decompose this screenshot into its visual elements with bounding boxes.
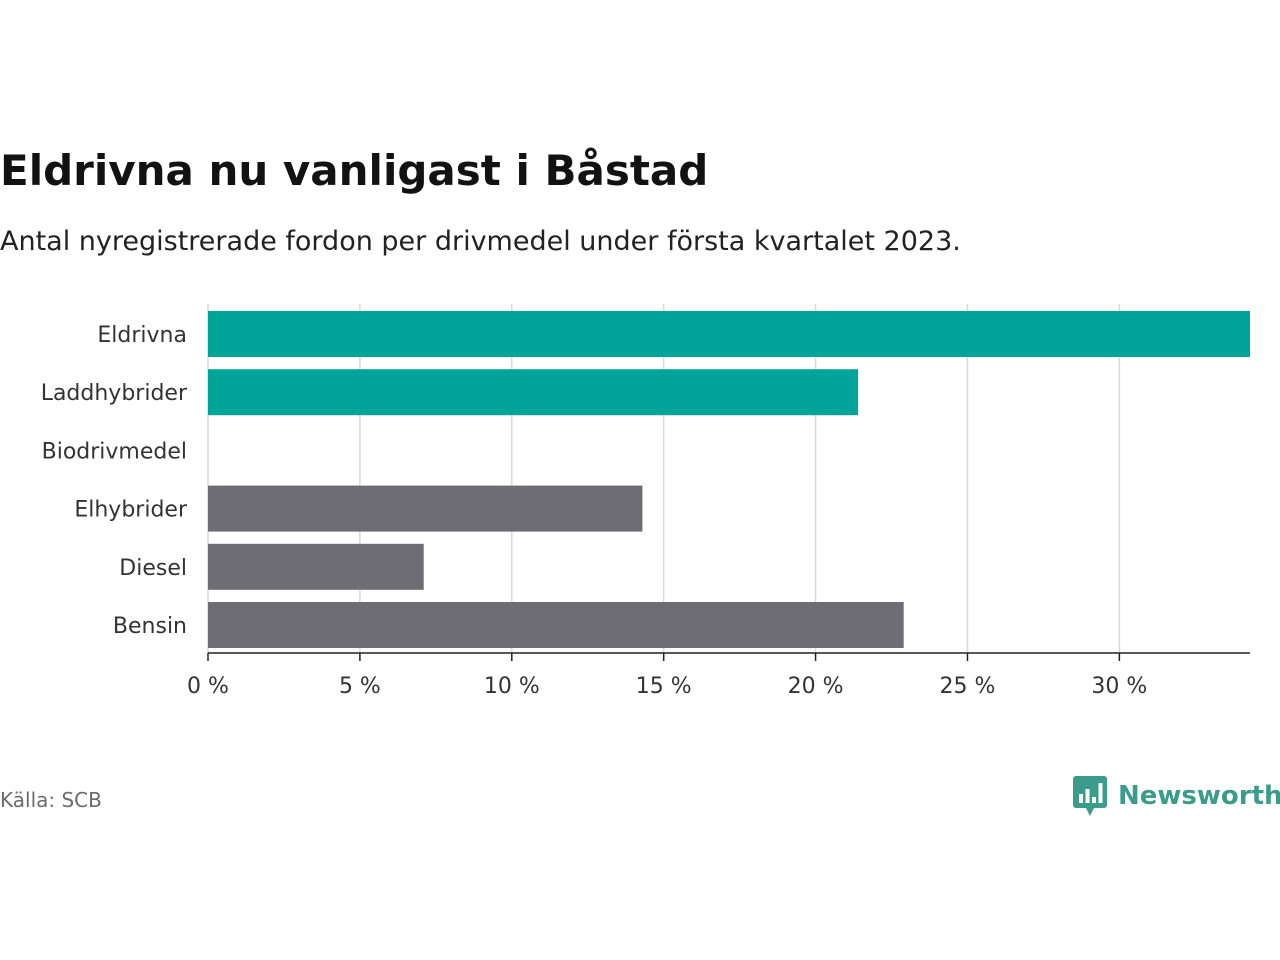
bar-elhybrider xyxy=(208,485,643,532)
chart-subtitle: Antal nyregistrerade fordon per drivmede… xyxy=(0,226,961,257)
brand-logo: Newsworthy xyxy=(1072,774,1280,818)
category-labels: Eldrivna Laddhybrider Biodrivmedel Elhybrid… xyxy=(41,323,188,639)
category-label: Laddhybrider xyxy=(41,381,188,406)
bar-chart-bubble-icon xyxy=(1073,776,1107,816)
x-axis: 0 % 5 % 10 % 15 % 20 % 25 % 30 % xyxy=(187,652,1250,699)
x-tick-label: 20 % xyxy=(788,674,844,699)
chart-title: Eldrivna nu vanligast i Båstad xyxy=(0,146,709,195)
bar-bensin xyxy=(208,602,904,648)
source-note: Källa: SCB xyxy=(0,788,102,812)
category-label: Elhybrider xyxy=(74,498,188,523)
x-tick-label: 30 % xyxy=(1091,674,1147,699)
x-tick-label: 25 % xyxy=(940,674,996,699)
bar-laddhybrider xyxy=(208,369,859,416)
bars xyxy=(208,311,1250,648)
x-tick-label: 5 % xyxy=(339,674,381,699)
brand-name: Newsworthy xyxy=(1118,781,1280,811)
x-tick-label: 10 % xyxy=(484,674,540,699)
category-label: Biodrivmedel xyxy=(42,439,187,464)
bar-diesel xyxy=(208,543,424,590)
grid-lines xyxy=(207,304,1121,653)
category-label: Eldrivna xyxy=(97,323,187,348)
x-tick-label: 15 % xyxy=(636,674,692,699)
bar-eldrivna xyxy=(208,311,1250,357)
category-label: Diesel xyxy=(119,556,187,581)
x-tick-label: 0 % xyxy=(187,674,229,699)
category-label: Bensin xyxy=(113,614,187,639)
